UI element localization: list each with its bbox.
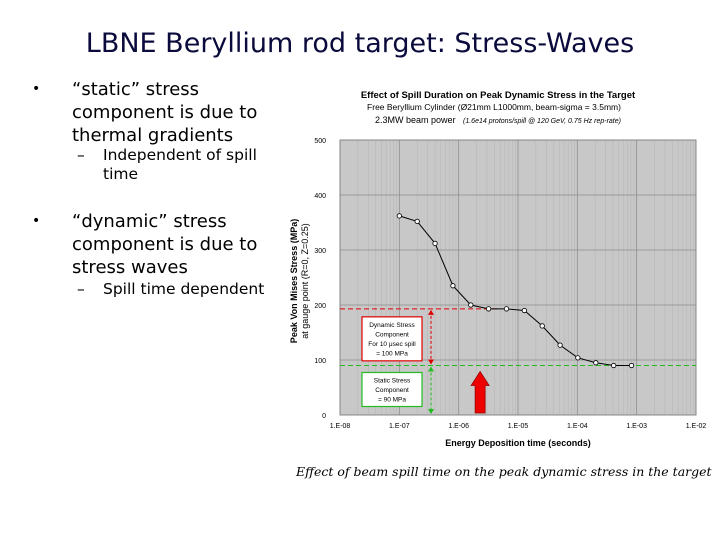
sub-bullet-marker: – — [77, 146, 85, 164]
x-tick-label: 1.E-07 — [389, 423, 410, 430]
bullet-line: component is due to — [72, 102, 258, 123]
x-tick-label: 1.E-02 — [686, 423, 707, 430]
stress-data-point — [486, 306, 492, 312]
stress-data-point — [539, 323, 545, 329]
bullet-line: stress waves — [72, 257, 188, 278]
x-tick-label: 1.E-05 — [508, 423, 529, 430]
sub-bullet-line: time — [103, 165, 139, 183]
stress-data-point — [521, 307, 527, 314]
chart-subtitle-2: 2.3MW beam power (1.6e14 protons/spill @… — [375, 110, 621, 127]
stress-data-point — [611, 362, 617, 369]
static-stress-annotation-box — [361, 371, 423, 408]
dynamic-dimension-arrowhead — [428, 359, 434, 365]
stress-data-point — [503, 306, 510, 312]
chart-title: Effect of Spill Duration on Peak Dynamic… — [361, 90, 636, 101]
slide-title: LBNE Beryllium rod target: Stress-Waves — [85, 28, 635, 59]
y-tick-label: 200 — [314, 303, 326, 310]
static-dimension-arrowhead — [428, 409, 434, 414]
static-dimension-arrowhead — [428, 366, 434, 372]
bullet-static-stress: • “static” stress component is due to th… — [32, 78, 258, 147]
bullet-line: “dynamic” stress — [72, 211, 227, 232]
stress-data-point — [414, 218, 420, 224]
dynamic-stress-annotation-text: Component — [375, 331, 409, 338]
chart-subtitle-1: Free Beryllium Cylinder (Ø21mm L1000mm, … — [367, 102, 621, 112]
figure-caption: Effect of beam spill time on the peak dy… — [296, 464, 712, 479]
sub-bullet-marker: – — [77, 280, 85, 298]
static-stress-annotation-text: Static Stress — [374, 378, 411, 385]
sub-bullet-line: Spill time dependent — [103, 280, 265, 298]
stress-data-point — [450, 283, 456, 289]
y-tick-label: 300 — [314, 248, 326, 255]
chart-subtitle-2a: 2.3MW beam power — [375, 115, 456, 125]
stress-data-point — [575, 355, 581, 361]
y-axis-label: Peak Von Mises Stress (MPa) — [289, 219, 299, 343]
stress-series-line — [399, 215, 632, 366]
plot-area: 1.E-08 1.E-07 1.E-06 1.E-05 1.E-04 1.E-03 1.E-… — [314, 138, 706, 430]
x-tick-label: 1.E-06 — [448, 423, 469, 430]
x-axis-label: Energy Deposition time (seconds) — [445, 438, 591, 448]
dynamic-stress-annotation-text: Dynamic Stress — [369, 322, 415, 329]
bullet-line: thermal gradients — [72, 125, 234, 146]
y-tick-label: 500 — [314, 138, 326, 145]
stress-data-point — [396, 213, 402, 219]
bullet-line: “static” stress — [72, 79, 200, 100]
y-tick-label: 0 — [322, 413, 326, 420]
dynamic-dimension-arrowhead — [428, 309, 434, 315]
y-tick-label: 100 — [314, 358, 326, 365]
sub-bullet-line: Independent of spill — [103, 146, 257, 164]
bullet-dynamic-stress: • “dynamic” stress component is due to s… — [32, 210, 258, 279]
x-tick-label: 1.E-04 — [567, 423, 588, 430]
sub-bullet-spill-dependent: – Spill time dependent — [77, 280, 265, 299]
stress-data-point — [468, 302, 474, 308]
stress-data-point — [593, 360, 599, 366]
bullet-marker: • — [32, 81, 41, 97]
stress-data-point — [557, 342, 563, 348]
static-stress-annotation-text: = 90 MPa — [378, 397, 406, 404]
dynamic-stress-annotation-text: For 10 μsec spill — [368, 341, 416, 348]
stress-data-point — [432, 240, 438, 246]
stress-data-point — [628, 362, 635, 369]
dynamic-stress-annotation-box — [361, 316, 423, 362]
y-axis-label-2: at gauge point (R=0, Z=0.25) — [300, 223, 310, 339]
static-stress-annotation-text: Component — [375, 387, 409, 394]
bullet-line: component is due to — [72, 234, 258, 255]
stress-chart: Effect of Spill Duration on Peak Dynamic… — [284, 76, 714, 456]
dynamic-stress-annotation-text: = 100 MPa — [376, 350, 408, 357]
y-tick-label: 400 — [314, 193, 326, 200]
spill-time-arrow — [470, 370, 490, 414]
x-tick-label: 1.E-08 — [330, 423, 351, 430]
sub-bullet-spill-independent: – Independent of spill time — [77, 146, 257, 184]
x-tick-label: 1.E-03 — [626, 423, 647, 430]
chart-subtitle-2b: (1.6e14 protons/spill @ 120 GeV, 0.75 Hz… — [463, 118, 621, 125]
bullet-marker: • — [32, 213, 41, 229]
